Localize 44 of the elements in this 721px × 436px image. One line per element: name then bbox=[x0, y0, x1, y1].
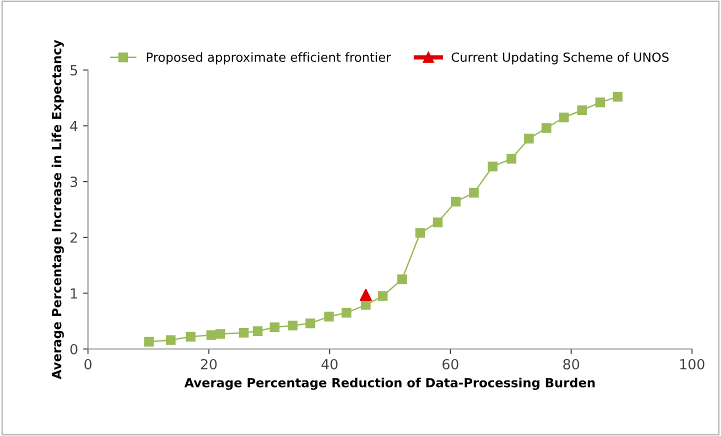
point bbox=[397, 274, 407, 284]
point bbox=[238, 328, 249, 338]
point bbox=[432, 217, 443, 228]
x-tick-label: 40 bbox=[321, 358, 338, 370]
x-tick-label: 100 bbox=[680, 358, 704, 370]
point bbox=[450, 196, 461, 207]
point bbox=[488, 162, 498, 172]
legend-label: Current Updating Scheme of UNOS bbox=[452, 52, 669, 64]
point bbox=[166, 335, 176, 345]
point bbox=[577, 105, 587, 116]
point bbox=[252, 326, 263, 336]
point bbox=[524, 134, 534, 144]
x-tick-label: 60 bbox=[442, 358, 458, 370]
point bbox=[506, 154, 516, 164]
point bbox=[378, 291, 388, 301]
point bbox=[288, 320, 298, 330]
point bbox=[612, 92, 623, 102]
point bbox=[186, 332, 196, 342]
point bbox=[469, 188, 479, 198]
y-axis-title: Average Percentage Increase in Life Expectancy bbox=[52, 40, 64, 380]
legend-label: Proposed approximate efficient frontier bbox=[146, 52, 391, 64]
point bbox=[342, 308, 352, 318]
point bbox=[206, 330, 216, 340]
y-tick-label: 4 bbox=[70, 120, 78, 132]
point bbox=[360, 288, 372, 301]
x-tick-label: 20 bbox=[200, 358, 217, 370]
y-tick-label: 5 bbox=[70, 65, 78, 76]
point bbox=[559, 112, 569, 122]
point bbox=[415, 228, 426, 238]
point bbox=[215, 329, 226, 339]
y-tick-label: 1 bbox=[70, 288, 77, 298]
y-tick-label: 0 bbox=[70, 344, 78, 354]
point bbox=[305, 318, 316, 328]
y-tick-label: 3 bbox=[70, 176, 78, 188]
point bbox=[324, 312, 334, 322]
y-tick-label: 2 bbox=[70, 232, 77, 243]
x-tick-label: 0 bbox=[84, 358, 92, 370]
point bbox=[144, 336, 154, 347]
point bbox=[360, 300, 371, 310]
point bbox=[595, 98, 606, 108]
x-tick-label: 80 bbox=[563, 358, 580, 370]
point bbox=[542, 123, 552, 133]
point bbox=[270, 322, 280, 332]
x-axis-title: Average Percentage Reduction of Data-Processing Burden bbox=[184, 378, 595, 390]
